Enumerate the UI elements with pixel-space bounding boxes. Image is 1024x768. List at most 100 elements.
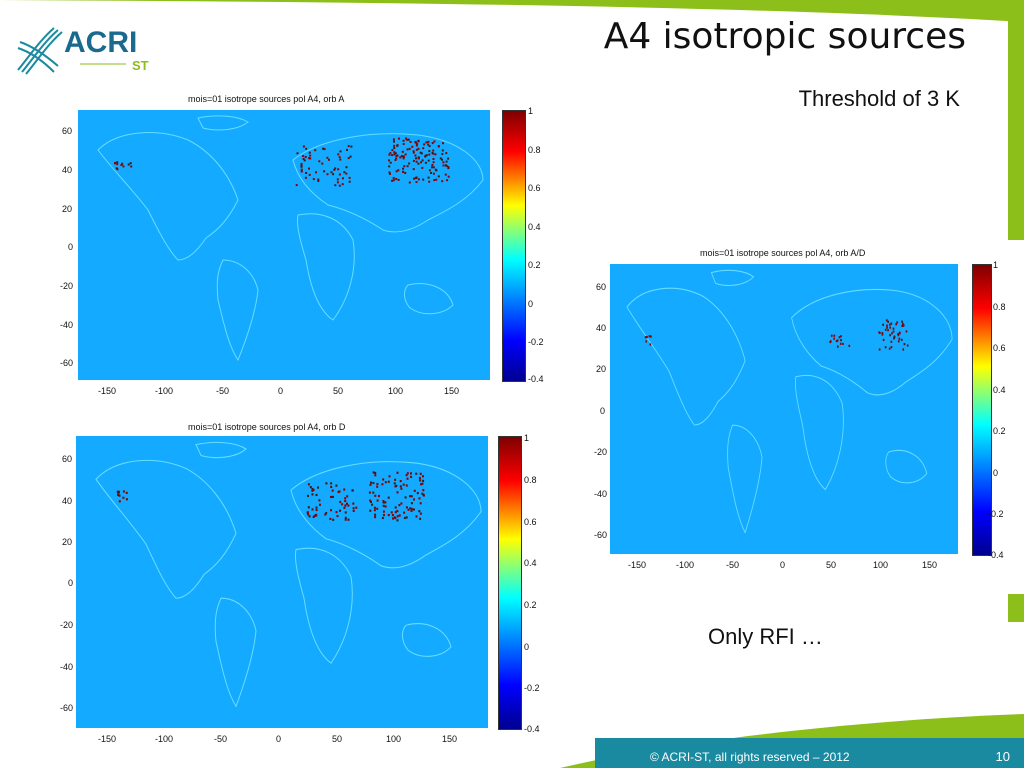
rfi-source-mark xyxy=(401,155,404,158)
rfi-source-mark xyxy=(303,159,306,162)
rfi-source-mark xyxy=(428,169,431,172)
rfi-source-mark xyxy=(433,172,435,175)
x-tick: -150 xyxy=(628,560,647,570)
rfi-source-mark xyxy=(418,510,421,513)
rfi-source-mark xyxy=(338,156,341,159)
rfi-source-mark xyxy=(836,345,839,348)
rfi-source-mark xyxy=(313,514,316,517)
rfi-source-mark xyxy=(393,153,396,156)
rfi-source-mark xyxy=(315,506,318,509)
rfi-source-mark xyxy=(649,343,652,346)
rfi-source-mark xyxy=(893,337,895,340)
coastline xyxy=(795,374,844,491)
rfi-source-mark xyxy=(446,179,449,182)
rfi-source-mark xyxy=(422,147,425,150)
rfi-source-mark xyxy=(830,334,833,337)
rfi-source-mark xyxy=(389,152,392,155)
colorbar-tick: 0.4 xyxy=(524,558,537,568)
rfi-source-mark xyxy=(441,180,444,183)
rfi-source-mark xyxy=(392,179,395,182)
colorbar xyxy=(498,436,522,730)
rfi-source-mark xyxy=(435,178,438,181)
rfi-source-mark xyxy=(330,482,333,485)
slide-subtitle: Threshold of 3 K xyxy=(798,86,960,111)
rfi-source-mark xyxy=(296,152,299,155)
rfi-source-mark xyxy=(300,164,303,167)
rfi-source-mark xyxy=(346,502,348,505)
rfi-source-mark xyxy=(420,152,423,155)
y-tick: 40 xyxy=(62,496,73,506)
rfi-source-mark xyxy=(399,480,402,483)
rfi-source-mark xyxy=(409,507,412,510)
rfi-source-mark xyxy=(369,499,372,502)
rfi-source-mark xyxy=(425,141,428,144)
rfi-source-mark xyxy=(393,482,396,485)
rfi-source-mark xyxy=(114,162,117,165)
rfi-source-mark xyxy=(427,140,430,143)
map-panel-orb-ad: mois=01 isotrope sources pol A4, orb A/D… xyxy=(590,246,1010,576)
rfi-source-mark xyxy=(432,149,435,152)
rfi-source-mark xyxy=(125,491,128,494)
rfi-source-mark xyxy=(408,162,411,165)
rfi-source-mark xyxy=(378,494,380,498)
rfi-source-mark xyxy=(878,348,881,351)
rfi-source-mark xyxy=(334,184,337,187)
rfi-source-mark xyxy=(410,495,413,498)
rfi-source-mark xyxy=(398,137,400,140)
rfi-source-mark xyxy=(396,509,399,513)
rfi-source-mark xyxy=(376,499,379,502)
rfi-source-mark xyxy=(382,504,385,507)
x-tick: 150 xyxy=(922,560,938,570)
rfi-source-mark xyxy=(417,157,420,160)
rfi-source-mark xyxy=(442,142,444,145)
rfi-source-mark xyxy=(396,154,399,157)
colorbar-tick: 0.6 xyxy=(524,517,537,527)
rfi-source-mark xyxy=(315,493,318,497)
colorbar-tick: -0.2 xyxy=(528,337,544,347)
rfi-source-mark xyxy=(399,156,402,159)
rfi-source-mark xyxy=(397,169,400,172)
rfi-source-mark xyxy=(127,163,130,166)
rfi-source-mark xyxy=(314,149,317,152)
rfi-source-mark xyxy=(405,474,408,477)
rfi-source-mark xyxy=(312,178,315,181)
x-tick: 50 xyxy=(333,386,344,396)
colorbar-tick: 1 xyxy=(993,260,999,270)
rfi-source-mark xyxy=(309,154,312,157)
coastline xyxy=(626,287,746,426)
rfi-source-mark xyxy=(444,164,447,167)
rfi-source-mark xyxy=(388,165,391,168)
x-tick: -150 xyxy=(98,386,117,396)
rfi-source-mark xyxy=(308,515,311,518)
rfi-source-mark xyxy=(343,488,346,491)
rfi-source-mark xyxy=(405,516,408,519)
colorbar-tick: 1 xyxy=(524,433,530,443)
rfi-source-mark xyxy=(836,339,839,342)
rfi-source-mark xyxy=(389,161,392,164)
rfi-source-mark xyxy=(394,152,397,155)
rfi-source-mark xyxy=(305,172,308,174)
rfi-source-mark xyxy=(408,181,411,184)
rfi-source-mark xyxy=(372,471,375,474)
rfi-source-mark xyxy=(387,480,390,483)
rfi-source-mark xyxy=(382,501,385,504)
rfi-source-mark xyxy=(317,486,319,489)
rfi-source-mark xyxy=(406,472,409,475)
rfi-source-mark xyxy=(394,159,397,161)
rfi-source-mark xyxy=(325,512,328,515)
rfi-source-mark xyxy=(901,320,903,323)
y-tick: 0 xyxy=(68,578,74,588)
rfi-source-mark xyxy=(122,496,125,499)
rfi-source-mark xyxy=(400,502,403,505)
rfi-source-mark xyxy=(416,143,419,146)
rfi-source-mark xyxy=(840,335,842,338)
rfi-source-mark xyxy=(404,172,407,174)
rfi-source-mark xyxy=(419,502,422,505)
rfi-source-mark xyxy=(889,334,891,337)
rfi-source-mark xyxy=(887,329,889,332)
y-tick: 0 xyxy=(68,242,74,252)
rfi-source-mark xyxy=(411,145,414,148)
rfi-source-mark xyxy=(395,484,398,487)
coastline xyxy=(404,283,454,315)
colorbar-tick: 0.6 xyxy=(528,183,541,193)
